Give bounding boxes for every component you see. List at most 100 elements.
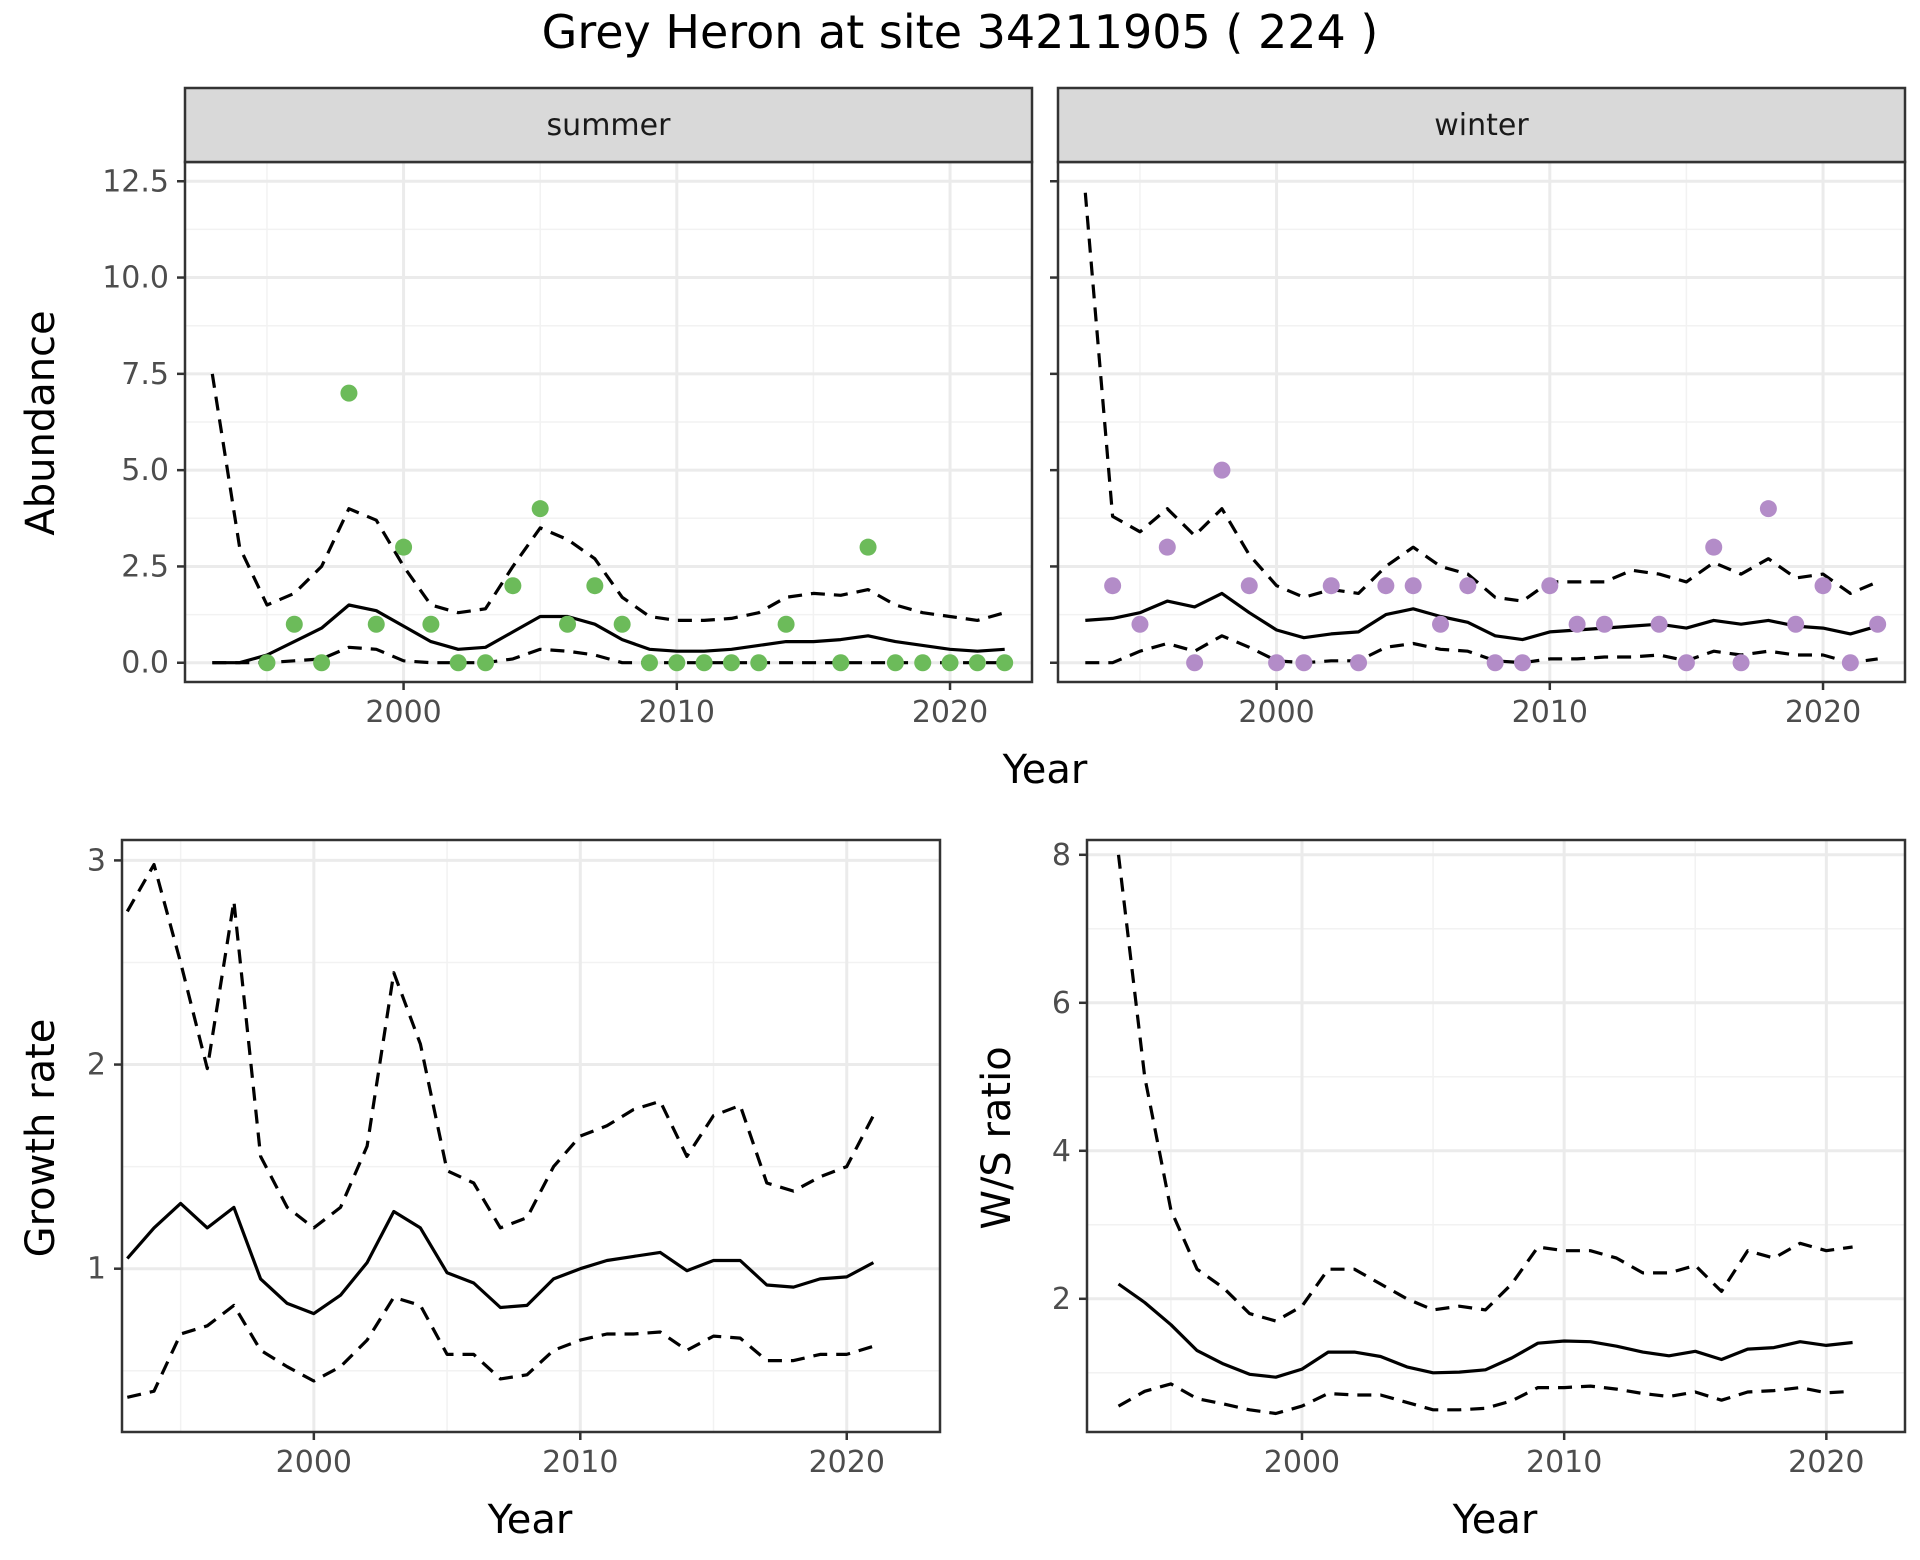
data-point <box>449 654 467 672</box>
growth-y-axis-title: Growth rate <box>18 1019 64 1258</box>
data-point <box>1541 577 1559 595</box>
growth-x-axis-title: Year <box>487 1497 573 1543</box>
facet-strip-label: winter <box>1434 108 1529 143</box>
series-line-lower <box>126 1295 874 1399</box>
data-point <box>1377 577 1395 595</box>
x-tick-label: 2020 <box>1785 695 1861 730</box>
x-tick-label: 2000 <box>276 1445 352 1480</box>
x-tick-label: 2010 <box>542 1445 618 1480</box>
figure-title: Grey Heron at site 34211905 ( 224 ) <box>542 5 1379 59</box>
y-tick-label: 12.5 <box>102 164 169 199</box>
series-line-upper <box>1083 192 1879 603</box>
series-line-mean <box>126 1201 875 1316</box>
data-point <box>1158 538 1176 556</box>
x-tick-label: 2000 <box>1238 695 1314 730</box>
data-point <box>750 654 768 672</box>
data-point <box>367 615 385 633</box>
data-point <box>1240 577 1258 595</box>
facet-strip <box>183 86 1034 164</box>
data-point <box>1350 654 1368 672</box>
y-tick-label: 2.5 <box>121 549 169 584</box>
ws-x-axis-title: Year <box>1452 1497 1538 1543</box>
data-point <box>340 384 358 402</box>
plot-border <box>1085 838 1907 1434</box>
data-point <box>1432 615 1450 633</box>
data-point <box>722 654 740 672</box>
data-point <box>586 577 604 595</box>
y-tick-label: 10.0 <box>102 261 169 296</box>
panel-growth-rate: 2000 2010 2020 1 2 3 <box>87 838 942 1480</box>
data-point <box>1841 654 1859 672</box>
y-tick-label: 2 <box>87 1048 106 1083</box>
data-point <box>477 654 495 672</box>
data-point <box>395 538 413 556</box>
data-point <box>914 654 932 672</box>
facet-strip-label: summer <box>547 108 672 143</box>
data-point <box>1869 615 1887 633</box>
ws-y-axis-title: W/S ratio <box>974 1046 1020 1229</box>
y-tick-label: 8 <box>1052 838 1071 873</box>
data-point <box>313 654 331 672</box>
data-point <box>1650 615 1668 633</box>
panel-summer-abundance: summer 2000 2010 2020 0.0 2.5 5.0 7.5 10.0 12.5 <box>102 86 1034 730</box>
data-point <box>1213 461 1231 479</box>
data-point <box>668 654 686 672</box>
data-point <box>832 654 850 672</box>
data-point <box>504 577 522 595</box>
x-tick-label: 2010 <box>639 695 715 730</box>
data-point <box>695 654 713 672</box>
data-point <box>1295 654 1313 672</box>
data-point <box>777 615 795 633</box>
data-point <box>1322 577 1340 595</box>
data-point <box>422 615 440 633</box>
data-point <box>1186 654 1204 672</box>
data-point <box>1705 538 1723 556</box>
y-tick-label: 4 <box>1052 1134 1071 1169</box>
series-line-upper <box>210 373 1006 622</box>
y-tick-label: 1 <box>87 1252 106 1287</box>
series-line-upper <box>1116 854 1853 1323</box>
data-point <box>886 654 904 672</box>
data-point <box>1787 615 1805 633</box>
data-point <box>640 654 658 672</box>
data-point <box>285 615 303 633</box>
x-tick-label: 2000 <box>365 695 441 730</box>
y-tick-label: 2 <box>1052 1282 1071 1317</box>
x-tick-label: 2020 <box>809 1445 885 1480</box>
data-point <box>1759 500 1777 518</box>
panel-ws-ratio: 2000 2010 2020 2 4 6 8 <box>1052 838 1907 1480</box>
data-point <box>531 500 549 518</box>
data-point <box>859 538 877 556</box>
plot-background <box>1087 840 1905 1432</box>
top-y-axis-title: Abundance <box>18 310 64 535</box>
x-tick-label: 2010 <box>1526 1445 1602 1480</box>
data-point <box>613 615 631 633</box>
x-tick-label: 2000 <box>1264 1445 1340 1480</box>
x-tick-label: 2010 <box>1512 695 1588 730</box>
data-point <box>1486 654 1504 672</box>
data-point <box>968 654 986 672</box>
top-x-axis-title: Year <box>1002 747 1088 793</box>
data-point <box>1732 654 1750 672</box>
data-point <box>1131 615 1149 633</box>
data-point <box>1513 654 1531 672</box>
y-tick-label: 7.5 <box>121 357 169 392</box>
series-line-lower <box>212 645 1005 665</box>
data-point <box>1814 577 1832 595</box>
y-tick-label: 0.0 <box>121 646 169 681</box>
y-tick-label: 6 <box>1052 986 1071 1021</box>
series-line-mean <box>212 603 1005 665</box>
y-tick-label: 5.0 <box>121 453 169 488</box>
y-tick-label: 3 <box>87 843 106 878</box>
data-point <box>996 654 1014 672</box>
data-point <box>1595 615 1613 633</box>
x-tick-label: 2020 <box>1788 1445 1864 1480</box>
data-point <box>1459 577 1477 595</box>
data-point <box>941 654 959 672</box>
x-tick-label: 2020 <box>912 695 988 730</box>
series-line-mean <box>1085 591 1879 642</box>
data-point <box>1104 577 1122 595</box>
data-point <box>1268 654 1286 672</box>
facet-strip <box>1056 86 1907 164</box>
